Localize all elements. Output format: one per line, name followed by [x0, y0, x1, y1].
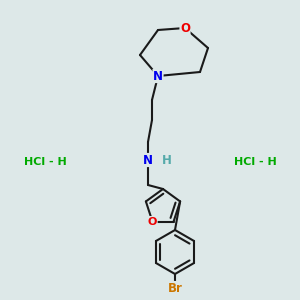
- Text: N: N: [143, 154, 153, 166]
- Text: O: O: [148, 217, 157, 226]
- Text: Br: Br: [168, 281, 182, 295]
- Text: HCl - H: HCl - H: [234, 157, 276, 167]
- Text: HCl - H: HCl - H: [24, 157, 66, 167]
- Text: N: N: [153, 70, 163, 83]
- Text: O: O: [180, 22, 190, 34]
- Text: H: H: [162, 154, 172, 166]
